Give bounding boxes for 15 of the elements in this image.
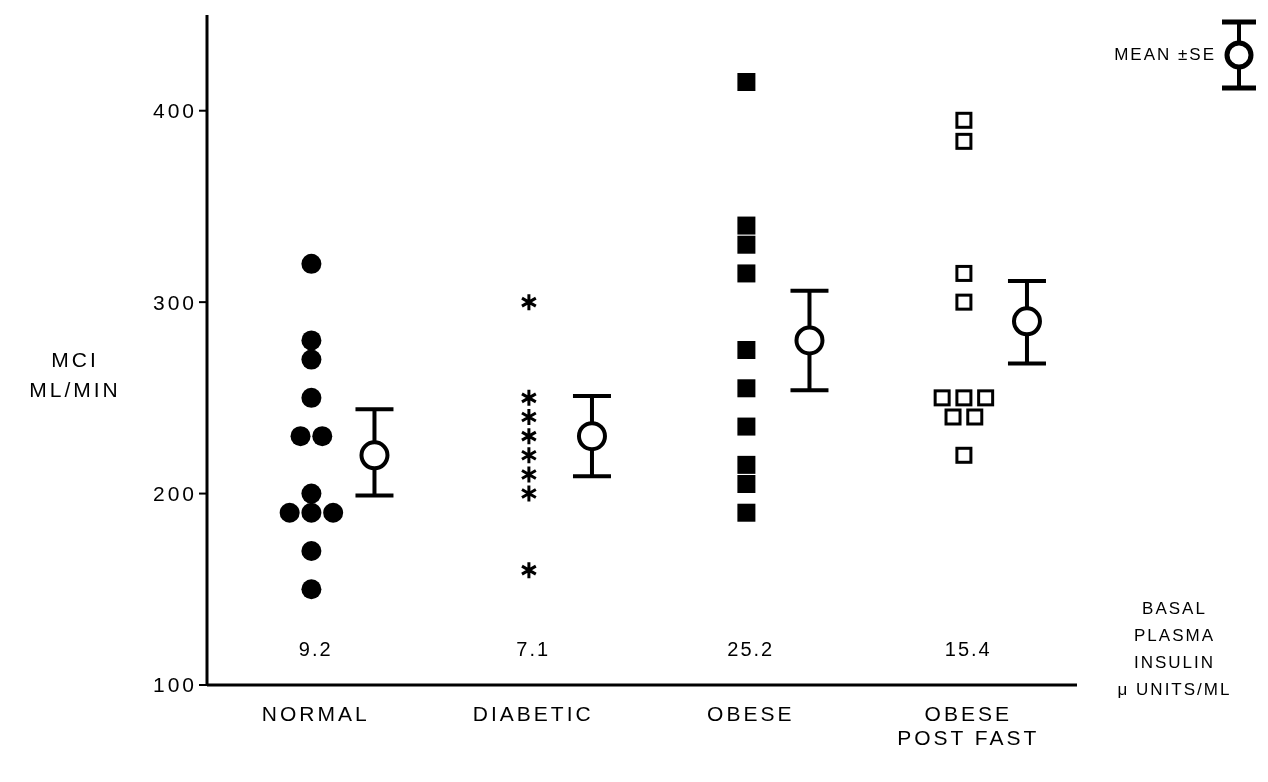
y-tick-label: 300 xyxy=(152,290,197,314)
y-axis-title: MCI ML/MIN xyxy=(28,347,122,403)
annotation: 15.4 xyxy=(943,638,993,661)
y-tick-label: 400 xyxy=(152,99,197,123)
x-tick-label: OBESE POST FAST xyxy=(897,702,1040,749)
x-tick-label: NORMAL xyxy=(261,702,370,725)
annotation: 9.2 xyxy=(297,638,334,661)
y-tick-label: 200 xyxy=(152,482,197,506)
x-tick-label: OBESE xyxy=(707,702,795,725)
legend-label: MEAN ±SE xyxy=(1114,45,1216,65)
annotation: 7.1 xyxy=(515,638,552,661)
y-tick-label: 100 xyxy=(152,673,197,697)
x-tick-label: DIABETIC xyxy=(472,702,594,725)
annotation: 25.2 xyxy=(726,638,776,661)
text: BASAL PLASMA INSULIN μ UNITS/ML xyxy=(1116,598,1233,701)
